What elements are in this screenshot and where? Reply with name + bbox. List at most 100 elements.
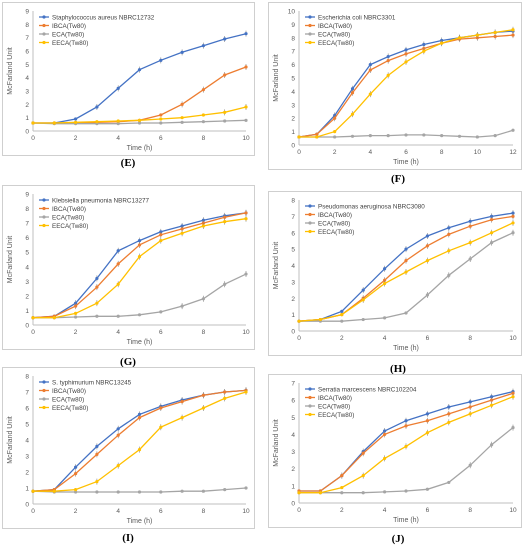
data-point-gray	[425, 293, 429, 297]
data-point-yellow	[425, 431, 429, 435]
legend-entry: ECA(Tw80)	[52, 31, 84, 38]
x-tick-label: 2	[74, 135, 78, 142]
y-tick-label: 7	[291, 49, 295, 56]
y-tick-label: 5	[25, 422, 29, 429]
data-point-gray	[201, 120, 205, 124]
data-point-yellow	[457, 36, 462, 40]
data-point-blue	[95, 444, 99, 448]
data-point-orange	[490, 398, 494, 402]
data-point-yellow	[159, 117, 163, 121]
data-point-orange	[383, 278, 387, 282]
data-point-yellow	[95, 301, 99, 305]
y-tick-label: 6	[25, 235, 29, 242]
data-point-orange	[468, 224, 472, 228]
data-point-orange	[447, 412, 451, 416]
data-point-blue	[490, 214, 494, 218]
data-point-blue	[368, 63, 372, 67]
data-point-blue	[201, 44, 205, 48]
x-tick-label: 2	[333, 149, 337, 156]
data-point-yellow	[447, 249, 451, 253]
y-tick-label: 5	[291, 76, 295, 83]
data-point-gray	[340, 491, 344, 495]
x-axis-title: Time (h)	[127, 339, 153, 346]
data-point-yellow	[116, 464, 120, 468]
legend-marker-orange	[42, 388, 46, 393]
y-tick-label: 6	[291, 230, 295, 237]
data-point-yellow	[404, 444, 408, 449]
y-tick-label: 8	[25, 22, 29, 29]
y-tick-label: 7	[25, 35, 29, 42]
data-point-orange	[383, 432, 387, 437]
legend-title: Klebsiella pneumonia NBRC13277	[52, 197, 149, 204]
data-point-blue	[116, 249, 120, 253]
data-point-gray	[457, 134, 462, 138]
y-tick-label: 7	[291, 381, 295, 388]
data-point-yellow	[490, 403, 494, 407]
legend-marker-blue	[42, 15, 46, 19]
data-point-blue	[404, 419, 408, 423]
data-point-orange	[404, 52, 408, 56]
legend-entry: EECA(Tw80)	[52, 40, 88, 47]
y-tick-label: 4	[291, 432, 295, 439]
data-point-blue	[137, 412, 142, 416]
data-point-orange	[361, 451, 365, 455]
data-point-yellow	[404, 60, 408, 64]
chart-panel-j: 0 1 2 3 4 5 6 7 0 2 4 6 8 10 Time (h) McFarland Unit Ser…	[268, 374, 522, 528]
legend-marker-orange	[308, 395, 312, 400]
data-point-orange	[159, 113, 163, 117]
data-point-yellow	[404, 270, 408, 274]
data-point-blue	[137, 68, 142, 72]
data-point-orange	[315, 132, 319, 136]
y-tick-label: 1	[291, 483, 295, 490]
data-point-blue	[361, 288, 365, 292]
data-point-orange	[223, 390, 227, 394]
data-point-orange	[425, 419, 429, 423]
data-point-orange	[116, 433, 120, 437]
data-point-blue	[511, 211, 515, 215]
data-point-gray	[159, 490, 163, 494]
data-point-gray	[404, 489, 408, 493]
data-point-yellow	[159, 425, 163, 429]
legend-marker-yellow	[42, 40, 46, 45]
data-point-orange	[223, 73, 227, 77]
data-point-yellow	[201, 113, 205, 117]
x-tick-label: 2	[340, 507, 344, 514]
y-tick-label: 6	[291, 62, 295, 69]
data-point-yellow	[95, 120, 99, 124]
data-point-orange	[404, 258, 408, 263]
y-tick-label: 5	[25, 250, 29, 257]
x-tick-label: 10	[474, 149, 482, 156]
data-point-yellow	[201, 224, 205, 228]
y-tick-label: 2	[291, 296, 295, 303]
data-point-gray	[95, 490, 99, 494]
x-tick-label: 10	[242, 508, 250, 515]
data-point-yellow	[116, 119, 120, 123]
data-point-yellow	[386, 73, 390, 77]
data-point-orange	[201, 393, 205, 397]
x-tick-label: 4	[369, 149, 373, 156]
panel-label-i: (I)	[122, 532, 134, 544]
x-tick-label: 12	[509, 149, 517, 156]
x-axis-title: Time (h)	[393, 159, 419, 166]
data-point-gray	[404, 311, 408, 315]
legend-entry: IBCA(Tw80)	[318, 395, 352, 402]
x-axis-title: Time (h)	[393, 517, 419, 524]
x-tick-label: 8	[202, 508, 206, 515]
data-point-blue	[116, 427, 120, 431]
legend-marker-orange	[42, 206, 46, 211]
y-tick-label: 4	[25, 264, 29, 271]
legend-marker-orange	[308, 212, 312, 217]
legend-marker-gray	[308, 221, 312, 225]
y-tick-label: 2	[25, 293, 29, 300]
x-axis-title: Time (h)	[127, 518, 153, 525]
data-point-yellow	[31, 121, 35, 125]
legend-marker-yellow	[308, 40, 312, 45]
data-point-gray	[137, 121, 142, 125]
data-point-yellow	[159, 238, 163, 243]
legend-title: Escherichia coli NBRC3301	[318, 14, 396, 21]
data-point-yellow	[493, 30, 497, 35]
y-tick-label: 1	[25, 115, 29, 122]
data-point-gray	[340, 319, 344, 323]
y-tick-label: 6	[25, 49, 29, 56]
x-tick-label: 6	[159, 508, 163, 515]
